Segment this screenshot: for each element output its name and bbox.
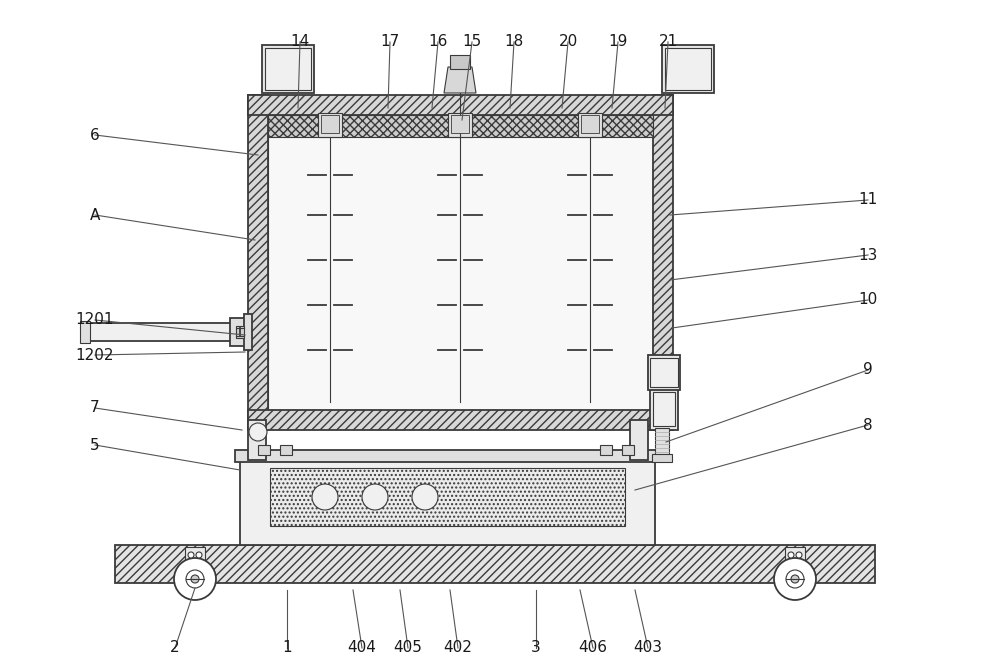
Text: 405: 405 [394,640,422,656]
Text: 1201: 1201 [76,313,114,327]
Bar [268,115,653,137]
Text: 1202: 1202 [76,348,114,362]
Bar [662,45,714,93]
Text: 20: 20 [558,35,578,49]
Text: 11: 11 [858,192,878,207]
Text: 16: 16 [428,35,448,49]
Bar [448,113,472,137]
Circle shape [786,570,804,588]
Bar [318,113,342,137]
Text: 3: 3 [531,640,541,656]
Bar [665,48,711,90]
Text: 18: 18 [504,35,524,49]
Text: 17: 17 [380,35,400,49]
Text: 406: 406 [578,640,608,656]
Text: 21: 21 [658,35,678,49]
Bar [80,321,90,343]
Circle shape [796,552,802,558]
Bar [258,445,270,455]
Polygon shape [444,67,476,93]
Bar [248,410,673,430]
Bar [451,115,469,133]
Text: 9: 9 [863,362,873,378]
Bar [185,547,205,565]
Text: 8: 8 [863,418,873,432]
Text: 1: 1 [282,640,292,656]
Text: 15: 15 [462,35,482,49]
Bar [230,318,250,346]
Text: 404: 404 [348,640,376,656]
Bar [630,420,648,460]
Circle shape [791,575,799,583]
Circle shape [186,570,204,588]
Bar [248,420,266,460]
Text: 10: 10 [858,293,878,307]
Circle shape [174,558,216,600]
Bar [648,355,680,390]
Bar [248,95,268,430]
Text: 7: 7 [90,400,100,416]
Circle shape [412,484,438,510]
Bar [244,314,252,350]
Bar [450,55,470,69]
Bar [280,445,292,455]
Bar [581,115,599,133]
Text: A: A [90,207,100,223]
Circle shape [249,423,267,441]
Bar [578,113,602,137]
Bar [248,95,673,115]
Text: 403: 403 [634,640,662,656]
Text: 14: 14 [290,35,310,49]
Circle shape [188,552,194,558]
Bar [653,392,675,426]
Bar [785,547,805,565]
Bar [622,445,634,455]
Bar [240,455,655,545]
Text: 19: 19 [608,35,628,49]
Text: 5: 5 [90,438,100,452]
Bar [268,115,653,410]
Bar [236,326,244,338]
Bar [270,468,625,526]
Text: 6: 6 [90,128,100,142]
Text: 402: 402 [444,640,472,656]
Bar [600,445,612,455]
Bar [653,95,673,430]
Bar [321,115,339,133]
Bar [82,323,248,341]
Circle shape [774,558,816,600]
Text: 13: 13 [858,247,878,263]
Bar [650,388,678,430]
Circle shape [191,575,199,583]
Bar [115,545,875,583]
Circle shape [196,552,202,558]
Text: 2: 2 [170,640,180,656]
Circle shape [362,484,388,510]
Bar [262,45,314,93]
Circle shape [312,484,338,510]
Bar [235,450,660,462]
Bar [652,454,672,462]
Bar [655,428,669,456]
Circle shape [788,552,794,558]
Bar [650,358,678,387]
Bar [265,48,311,90]
